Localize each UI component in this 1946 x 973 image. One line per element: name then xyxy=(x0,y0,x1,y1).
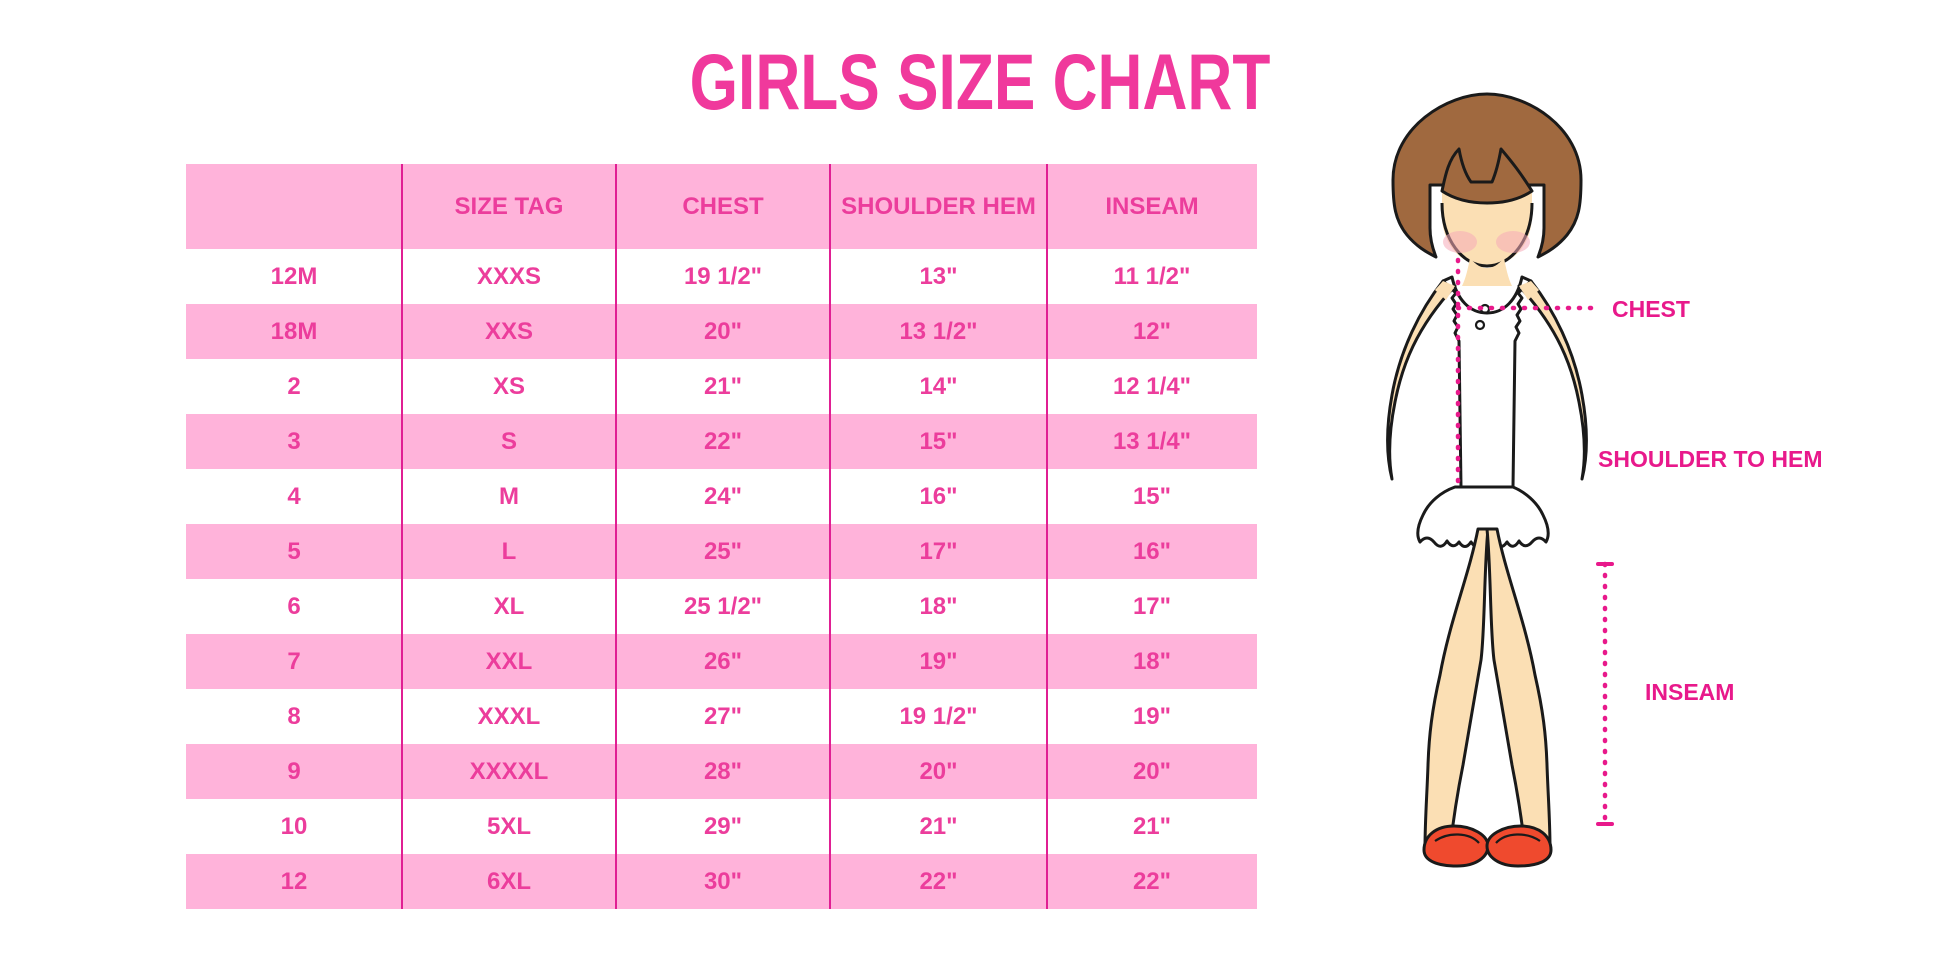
svg-text:SHOULDER TO HEM: SHOULDER TO HEM xyxy=(1598,446,1822,472)
svg-text:INSEAM: INSEAM xyxy=(1645,679,1734,705)
svg-text:CHEST: CHEST xyxy=(1612,296,1690,322)
